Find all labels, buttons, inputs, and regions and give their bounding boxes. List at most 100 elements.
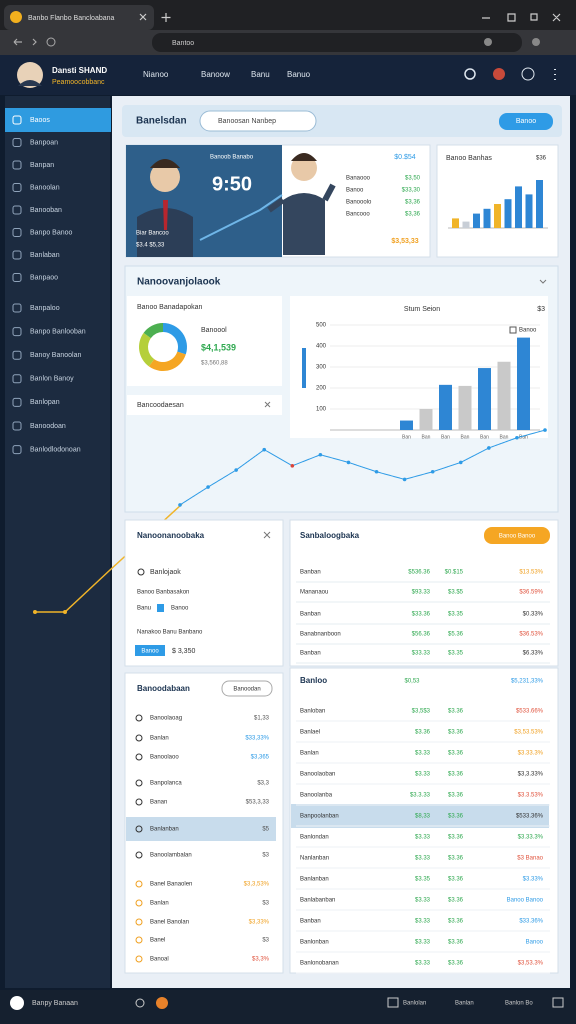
sidebar-item[interactable]: Banooban bbox=[30, 207, 62, 214]
sidebar-item[interactable]: Banlodlodonoan bbox=[30, 446, 81, 453]
summary-button[interactable] bbox=[484, 527, 550, 544]
footer-item[interactable]: Banlan bbox=[455, 1001, 474, 1007]
footer-item[interactable]: Banlon Bo bbox=[505, 1001, 533, 1007]
chevron[interactable] bbox=[539, 279, 547, 284]
footer-icon[interactable] bbox=[156, 997, 168, 1009]
cell: $3.36 bbox=[448, 751, 464, 757]
row-label: Banel Banaolen bbox=[150, 882, 192, 888]
sidebar-item[interactable]: Banoy Banoolan bbox=[30, 352, 81, 359]
row-label: Banel Banolan bbox=[150, 920, 189, 926]
row-label: Banoolambalan bbox=[150, 853, 192, 859]
sidebar-item[interactable]: Banpo Banoo bbox=[30, 229, 73, 236]
nav-icon bbox=[12, 115, 22, 125]
cell: $3.36 bbox=[448, 814, 464, 820]
settings-icon[interactable] bbox=[521, 67, 535, 81]
cell: $3.35 bbox=[448, 612, 464, 618]
reload[interactable] bbox=[46, 37, 56, 47]
x-tick-label: Ban bbox=[441, 434, 450, 440]
nav-item[interactable]: Nianoo bbox=[143, 70, 169, 79]
row-value: $3,3,53% bbox=[244, 882, 270, 888]
tab-close[interactable] bbox=[139, 13, 147, 21]
sidebar-item[interactable]: Banpo Banlooban bbox=[30, 328, 86, 335]
line-point bbox=[262, 447, 267, 452]
line-point bbox=[402, 477, 407, 482]
button-label[interactable]: Banoo bbox=[141, 649, 159, 655]
cell: $8,33 bbox=[415, 814, 431, 820]
cell: $3.33.3% bbox=[518, 751, 544, 757]
chart-title: Stum Seion bbox=[404, 306, 440, 313]
sidebar-item[interactable]: Banoolan bbox=[30, 184, 60, 191]
footer-icon[interactable] bbox=[135, 998, 145, 1008]
close[interactable] bbox=[263, 531, 271, 539]
new-tab[interactable] bbox=[161, 13, 171, 22]
cell: Banpoolanban bbox=[300, 814, 339, 820]
notify-icon[interactable] bbox=[493, 68, 505, 80]
nav-icon bbox=[12, 445, 22, 455]
x-tick-label: Ban bbox=[480, 434, 489, 440]
cell: $33.36 bbox=[412, 612, 431, 618]
sidebar-item[interactable]: Baoos bbox=[30, 117, 50, 124]
ext-icon[interactable] bbox=[484, 38, 492, 46]
person2-head bbox=[291, 155, 317, 181]
cell: $3.33.3% bbox=[518, 835, 544, 841]
sidebar-item[interactable]: Banlon Banoy bbox=[30, 376, 74, 383]
tab[interactable] bbox=[4, 5, 154, 30]
cell: Banlanban bbox=[300, 877, 329, 883]
line bbox=[179, 429, 546, 506]
footer-title: Banpy Banaan bbox=[32, 1000, 78, 1007]
row-icon bbox=[135, 714, 143, 722]
y-tick-label: 400 bbox=[316, 344, 327, 350]
nav-item[interactable]: Banoow bbox=[201, 70, 230, 79]
tab-icon bbox=[10, 11, 22, 23]
sidebar-item[interactable]: Banpaoo bbox=[30, 274, 58, 281]
footer-item[interactable]: Banlolan bbox=[403, 1001, 426, 1007]
person2-arm bbox=[267, 197, 285, 213]
button[interactable] bbox=[135, 645, 165, 656]
sidebar-item[interactable]: Banpan bbox=[30, 162, 54, 169]
footer-icon[interactable] bbox=[552, 997, 564, 1008]
nav-item[interactable]: Banu bbox=[251, 70, 270, 79]
row-label: Nanakoo Banu Banbano bbox=[137, 630, 203, 636]
footer-icon[interactable] bbox=[387, 997, 399, 1008]
line-point bbox=[458, 460, 463, 465]
deco-dot bbox=[33, 610, 37, 614]
row-value: $3 bbox=[262, 901, 269, 907]
x-tick-label: Ban bbox=[461, 434, 470, 440]
nav-icon bbox=[12, 228, 22, 237]
cell: $3.36 bbox=[448, 730, 464, 736]
sidebar-item[interactable]: Banpoan bbox=[30, 139, 58, 146]
search-icon[interactable] bbox=[464, 68, 476, 80]
list-search[interactable] bbox=[221, 680, 273, 697]
cell: $3.33 bbox=[415, 751, 431, 757]
cell: $3.35 bbox=[415, 877, 431, 883]
row-value: $5 bbox=[262, 827, 269, 833]
donut-value: $4,1,539 bbox=[201, 342, 236, 352]
search-field[interactable] bbox=[199, 110, 317, 132]
nav-icon bbox=[12, 250, 22, 260]
chart-title: Banoo Banadapokan bbox=[137, 304, 202, 311]
cell: Banoo Banoo bbox=[507, 898, 544, 904]
sidebar-item[interactable]: Banlaban bbox=[30, 252, 60, 259]
profile-icon[interactable] bbox=[532, 38, 540, 46]
donut-label: Banoool bbox=[201, 327, 227, 334]
banner-button[interactable] bbox=[499, 113, 553, 130]
sidebar-item[interactable]: Banoodoan bbox=[30, 423, 66, 430]
nav-buttons[interactable] bbox=[13, 38, 37, 46]
url: Bantoo bbox=[172, 40, 194, 47]
window-controls[interactable] bbox=[482, 13, 561, 22]
cell: $3.33 bbox=[415, 919, 431, 925]
close[interactable] bbox=[264, 401, 271, 408]
bar bbox=[439, 384, 452, 430]
button-label[interactable]: Banoo Banoo bbox=[499, 534, 536, 540]
cell: $5.36 bbox=[448, 632, 464, 638]
user-role: Peamoocobbanc bbox=[52, 79, 105, 86]
url-field[interactable] bbox=[152, 33, 522, 52]
nav-item[interactable]: Banuo bbox=[287, 70, 311, 79]
sidebar-item[interactable]: Banpaloo bbox=[30, 305, 60, 312]
donut-segment bbox=[139, 332, 155, 367]
sidebar-item[interactable]: Banlopan bbox=[30, 399, 60, 406]
nav-icon bbox=[12, 374, 22, 384]
cell: $13.53% bbox=[519, 570, 543, 576]
cell: $3,53.53% bbox=[514, 730, 543, 736]
cell: Banlael bbox=[300, 730, 320, 736]
